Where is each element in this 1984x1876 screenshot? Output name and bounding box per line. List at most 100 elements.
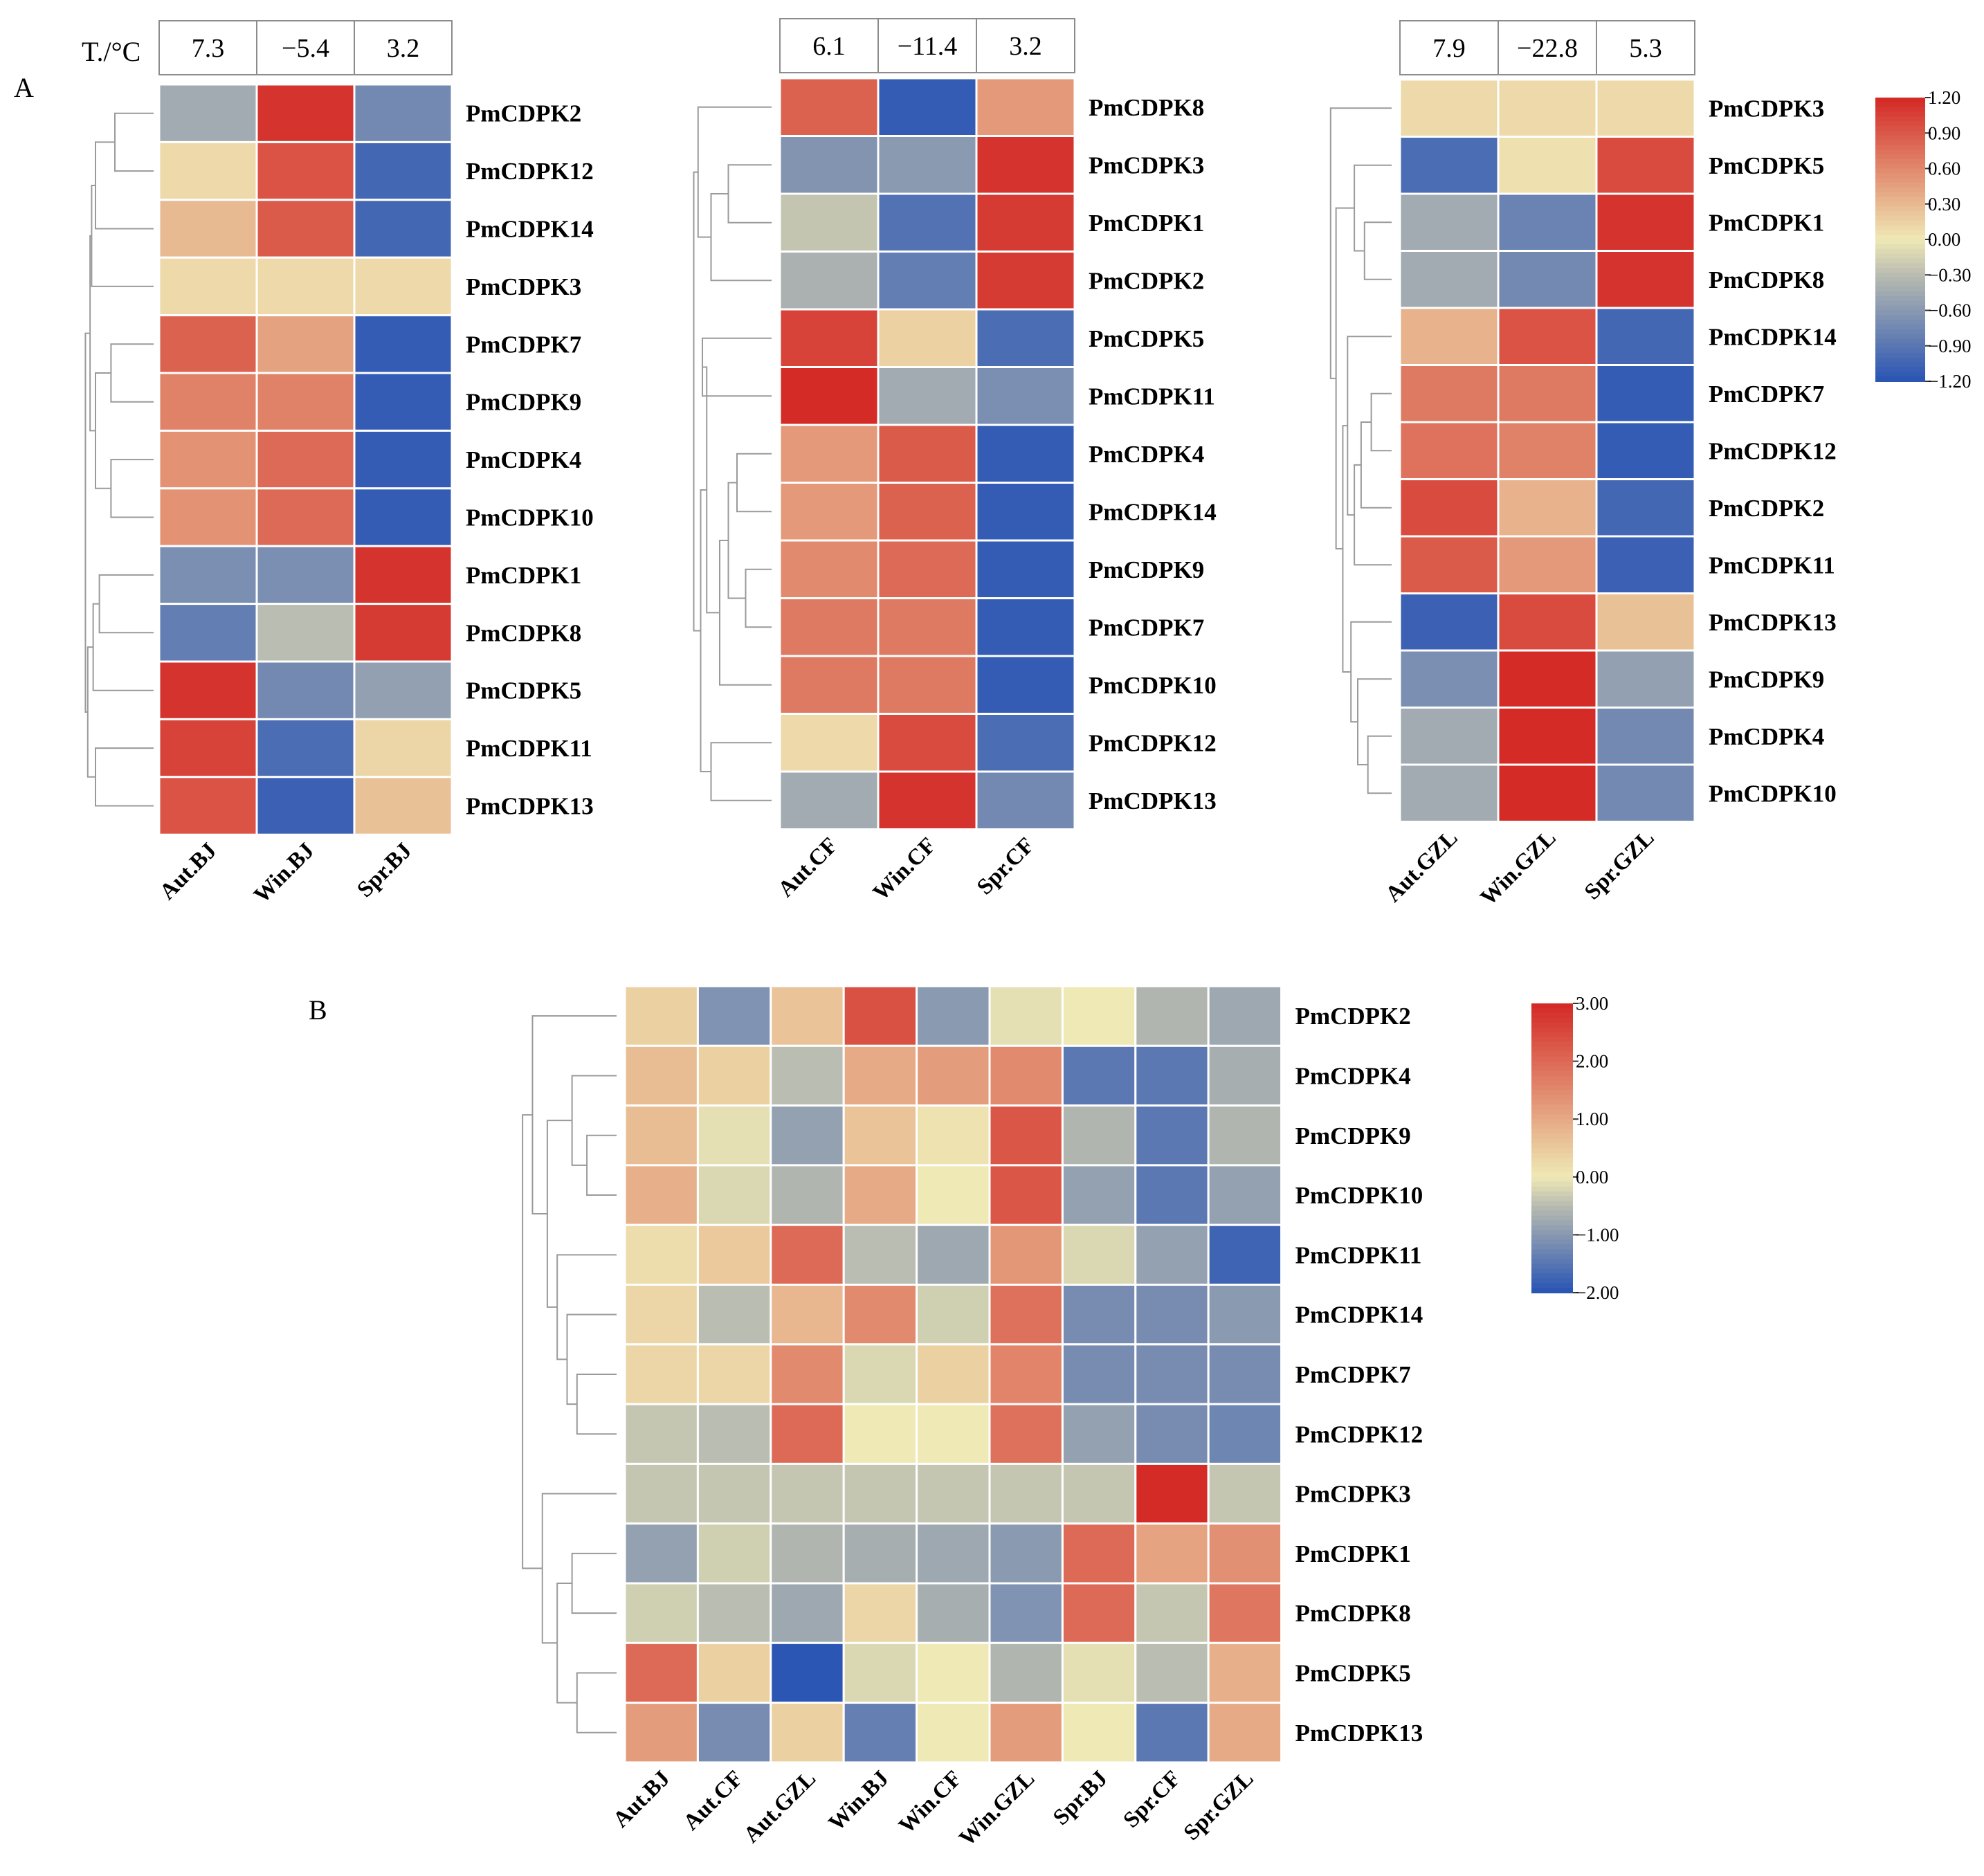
- p1-cell-r4-c1: [255, 314, 356, 374]
- p4-cell-r1-c3: [842, 1044, 918, 1107]
- p1-cell-r1-c0: [158, 140, 258, 201]
- colorbar-b-segment-48: [1531, 1235, 1573, 1241]
- p4-cell-r6-c6: [1061, 1343, 1137, 1405]
- colorbar-a-segment-3: [1875, 111, 1925, 118]
- p4-row-label-6: PmCDPK7: [1295, 1361, 1411, 1388]
- p2-dendro-link-3: [702, 337, 772, 397]
- colorbar-b-segment-40: [1531, 1196, 1573, 1202]
- colorbar-b-segment-11: [1531, 1056, 1573, 1062]
- p1-temp-value-1: −5.4: [282, 34, 329, 63]
- p1-row-label-9: PmCDPK8: [466, 619, 581, 646]
- p1-row-label-12: PmCDPK13: [466, 793, 594, 820]
- p1-cell-r9-c1: [255, 603, 356, 663]
- p3-cell-r0-c1: [1497, 78, 1598, 138]
- colorbar-b-segment-39: [1531, 1191, 1573, 1197]
- p4-cell-r4-c0: [624, 1223, 699, 1286]
- p4-cell-r2-c8: [1207, 1104, 1283, 1167]
- p2-cell-r5-c1: [877, 366, 978, 426]
- colorbar-a-segment-54: [1875, 353, 1925, 358]
- p4-cell-r4-c7: [1134, 1223, 1210, 1286]
- colorbar-a-tick-label-1: 0.90: [1928, 122, 1960, 143]
- p1-cell-r2-c2: [353, 199, 453, 259]
- p4-dendro-link-1: [571, 1075, 617, 1166]
- colorbar-b-tick-label-2: 1.00: [1576, 1109, 1608, 1129]
- p1-cell-r4-c2: [353, 314, 453, 374]
- p4-cell-r8-c2: [770, 1462, 845, 1525]
- p3-temp-value-1: −22.8: [1517, 34, 1578, 63]
- p3-cell-r8-c0: [1399, 535, 1500, 594]
- p4-cell-r11-c7: [1134, 1641, 1210, 1704]
- colorbar-b-segment-5: [1531, 1027, 1573, 1033]
- p4-cell-r12-c6: [1061, 1702, 1137, 1764]
- colorbar-a-tick-label-4: 0.00: [1928, 229, 1960, 250]
- p4-cell-r0-c4: [916, 985, 991, 1047]
- p4-cell-r2-c0: [624, 1104, 699, 1167]
- colorbar-b-segment-27: [1531, 1133, 1573, 1140]
- p4-cell-r5-c7: [1134, 1284, 1210, 1346]
- p4-cell-r10-c3: [842, 1582, 918, 1644]
- p1-dendro-link-3: [110, 343, 154, 403]
- p1-dendro-link-6: [89, 235, 95, 432]
- p2-row-label-10: PmCDPK10: [1089, 672, 1217, 699]
- p4-col-label-8: Spr.GZL: [1179, 1766, 1259, 1846]
- p1-cell-r0-c0: [158, 83, 258, 143]
- p4-row-label-8: PmCDPK3: [1295, 1481, 1411, 1508]
- colorbar-b-segment-49: [1531, 1239, 1573, 1246]
- p4-cell-r3-c4: [916, 1164, 991, 1226]
- p1-temp-value-0: 7.3: [192, 34, 225, 63]
- colorbar-b-segment-0: [1531, 1003, 1573, 1009]
- colorbar-b-segment-29: [1531, 1143, 1573, 1149]
- colorbar-b-segment-8: [1531, 1041, 1573, 1048]
- p4-cell-r1-c0: [624, 1044, 699, 1107]
- colorbar-b-tick-label-1: 2.00: [1576, 1051, 1608, 1072]
- p3-cell-r5-c0: [1399, 364, 1500, 424]
- p3-row-label-7: PmCDPK2: [1709, 495, 1824, 522]
- colorbar-a-segment-51: [1875, 338, 1925, 345]
- p2-cell-r6-c1: [877, 424, 978, 484]
- p2-cell-r3-c2: [975, 251, 1076, 311]
- colorbar-a-segment-30: [1875, 239, 1925, 245]
- p4-cell-r2-c6: [1061, 1104, 1137, 1167]
- p1-cell-r9-c2: [353, 603, 453, 663]
- p4-cell-r7-c4: [916, 1403, 991, 1465]
- p4-cell-r0-c5: [988, 985, 1064, 1047]
- colorbar-b-segment-3: [1531, 1017, 1573, 1023]
- p3-cell-r4-c2: [1595, 307, 1696, 366]
- p4-cell-r7-c7: [1134, 1403, 1210, 1465]
- p4-row-label-2: PmCDPK9: [1295, 1122, 1411, 1149]
- p4-cell-r6-c1: [696, 1343, 772, 1405]
- p2-cell-r12-c1: [877, 770, 978, 830]
- p4-cell-r9-c7: [1134, 1522, 1210, 1585]
- p1-cell-r12-c2: [353, 776, 453, 836]
- p4-cell-r2-c5: [988, 1104, 1064, 1167]
- colorbar-a-segment-13: [1875, 158, 1925, 165]
- p4-cell-r11-c8: [1207, 1641, 1283, 1704]
- p2-cell-r8-c2: [975, 539, 1076, 599]
- p2-cell-r7-c0: [779, 482, 880, 542]
- p1-cell-r1-c1: [255, 140, 356, 201]
- p3-dendro-link-4: [1354, 464, 1392, 566]
- colorbar-b-segment-14: [1531, 1071, 1573, 1077]
- p1-cell-r6-c1: [255, 429, 356, 490]
- p4-dendro-link-5: [546, 1120, 572, 1308]
- p4-cell-r5-c2: [770, 1284, 845, 1346]
- p2-cell-r2-c0: [779, 192, 880, 253]
- colorbar-a-segment-39: [1875, 282, 1925, 288]
- p1-cell-r12-c1: [255, 776, 356, 836]
- colorbar-a-segment-56: [1875, 362, 1925, 368]
- p4-cell-r5-c6: [1061, 1284, 1137, 1346]
- p3-row-label-12: PmCDPK10: [1709, 780, 1837, 807]
- p2-cell-r8-c0: [779, 539, 880, 599]
- p2-cell-r10-c0: [779, 655, 880, 715]
- p4-cell-r5-c3: [842, 1284, 918, 1346]
- p2-row-label-9: PmCDPK7: [1089, 614, 1204, 641]
- colorbar-b-segment-25: [1531, 1124, 1573, 1130]
- p2-col-label-0: Aut.CF: [774, 833, 843, 902]
- p2-col-label-1: Win.CF: [868, 833, 941, 906]
- p3-cell-r5-c2: [1595, 364, 1696, 424]
- p4-cell-r12-c4: [916, 1702, 991, 1764]
- p1-temp-box-0: [158, 20, 257, 75]
- p3-cell-r11-c2: [1595, 707, 1696, 766]
- p3-temp-value-0: 7.9: [1432, 34, 1466, 63]
- p1-cell-r8-c2: [353, 545, 453, 605]
